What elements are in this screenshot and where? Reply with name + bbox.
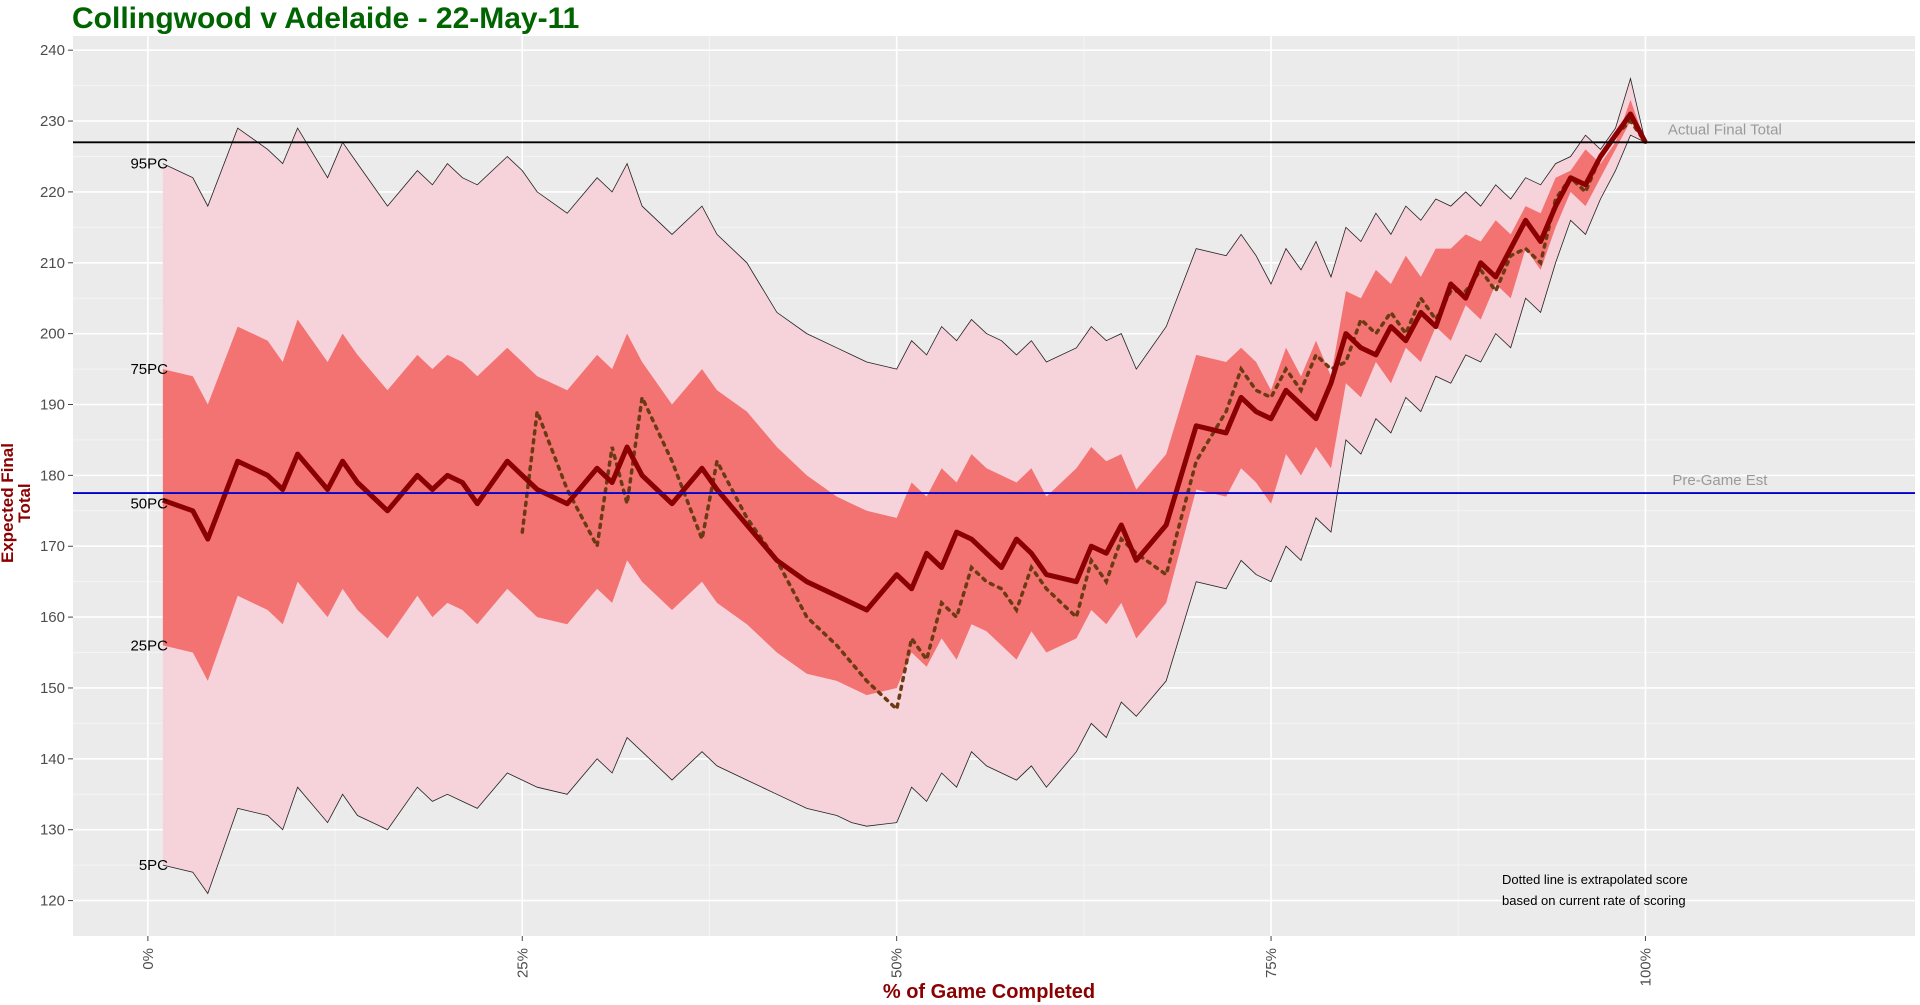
band-5-95 <box>162 78 1646 894</box>
reference-label-pregame: Pre-Game Est <box>1672 472 1768 489</box>
data-lines <box>162 76 1648 895</box>
percentile-bands <box>162 78 1646 894</box>
y-tick-label: 180 <box>40 467 65 484</box>
y-tick-label: 140 <box>40 751 65 768</box>
annotation-text: Dotted line is extrapolated score <box>1502 872 1688 887</box>
line-95pc <box>162 76 1646 370</box>
y-tick-label: 130 <box>40 822 65 839</box>
x-tick-label: 25% <box>514 948 531 978</box>
band-25-75 <box>162 99 1646 696</box>
y-tick-label: 170 <box>40 538 65 555</box>
y-tick-label: 160 <box>40 609 65 626</box>
percentile-label: 95PC <box>130 156 168 173</box>
x-tick-label: 75% <box>1263 948 1280 978</box>
chart-title: Collingwood v Adelaide - 22-May-11 <box>72 2 580 35</box>
reference-label-actual: Actual Final Total <box>1668 121 1782 138</box>
y-tick-label: 190 <box>40 397 65 414</box>
percentile-label: 50PC <box>130 496 168 513</box>
annotation-text: based on current rate of scoring <box>1502 893 1686 908</box>
x-tick-label: 0% <box>140 948 157 970</box>
x-tick-label: 100% <box>1637 948 1654 986</box>
y-tick-label: 220 <box>40 184 65 201</box>
line-extrapolated <box>520 118 1648 713</box>
percentile-label: 5PC <box>139 857 168 874</box>
y-tick-label: 120 <box>40 893 65 910</box>
y-tick-label: 230 <box>40 113 65 130</box>
percentile-label: 25PC <box>130 637 168 654</box>
line-5pc <box>162 134 1646 895</box>
x-tick-label: 50% <box>889 948 906 978</box>
y-tick-label: 210 <box>40 255 65 272</box>
reference-lines: Actual Final Total Pre-Game Est <box>73 121 1915 494</box>
y-tick-label: 200 <box>40 326 65 343</box>
percentile-label: 75PC <box>130 361 168 378</box>
line-median <box>162 111 1648 613</box>
chart-labels: 95PC 75PC 50PC 25PC 5PC Dotted line is extrap… <box>130 156 1687 908</box>
y-tick-label: 150 <box>40 680 65 697</box>
axis-ticks: 120 130 140 150 160 170 180 190 200 210 220 230 240 0… <box>40 42 1654 986</box>
x-axis-label: % of Game Completed <box>882 981 1096 1003</box>
y-tick-label: 240 <box>40 42 65 59</box>
